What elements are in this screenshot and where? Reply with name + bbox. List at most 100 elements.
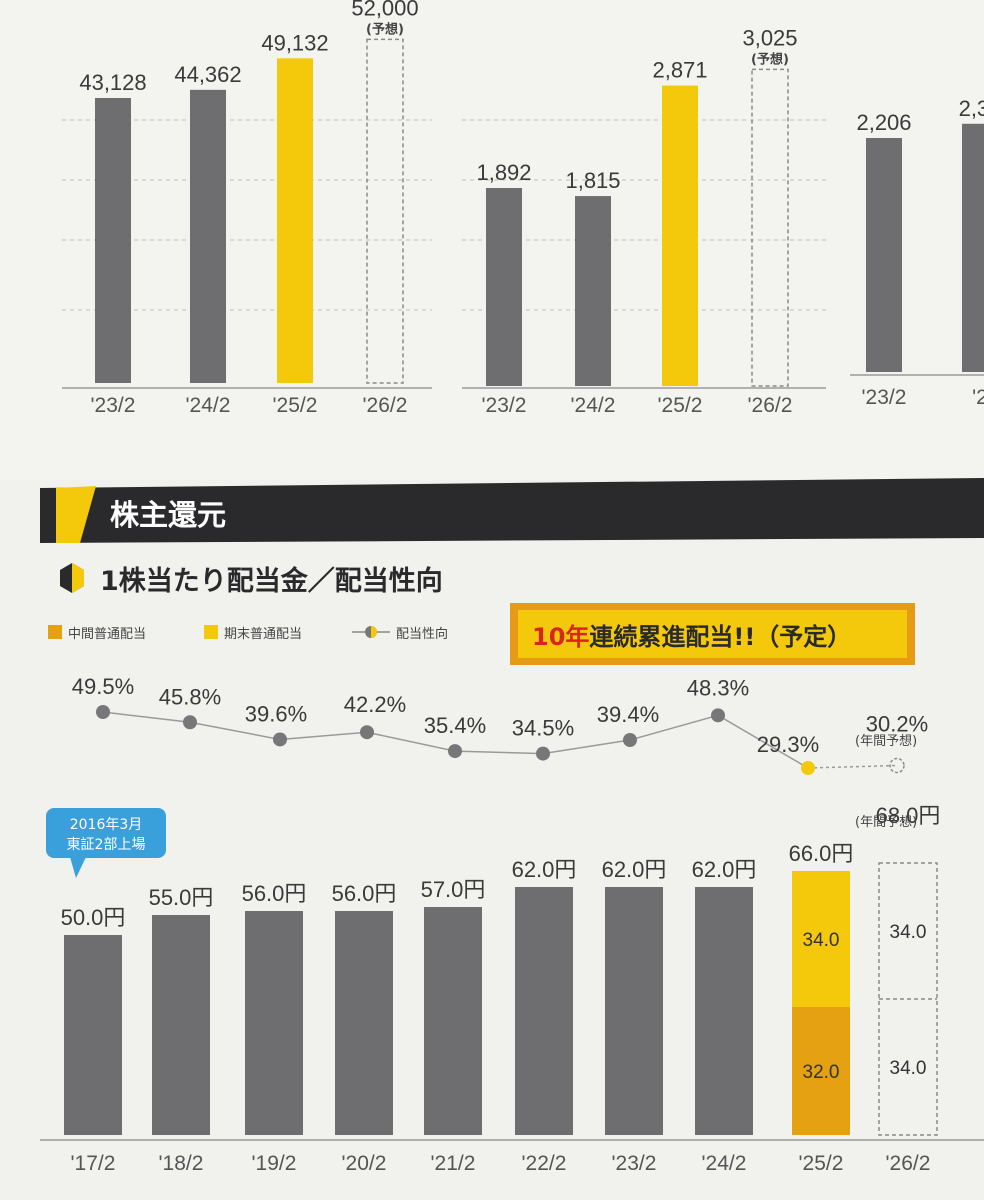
forecast-note: (予想)	[366, 21, 404, 37]
badge-rest: 連続累進配当!!（予定）	[589, 623, 851, 651]
callout-line1: 2016年3月	[70, 817, 143, 833]
bar-value-label: 2,871	[652, 58, 707, 83]
payout-forecast-line	[807, 764, 898, 769]
payout-point	[801, 761, 815, 775]
legend-interim-swatch	[48, 625, 62, 639]
payout-point-forecast	[889, 757, 905, 774]
chart-subtitle: 1株当たり配当金／配当性向	[100, 565, 443, 597]
dividend-total-label: 57.0円	[421, 877, 486, 902]
x-tick-label: '18/2	[159, 1152, 204, 1175]
bar-value-label: 3,025	[742, 25, 797, 50]
bar	[486, 188, 522, 386]
x-tick-label: '26/2	[363, 394, 408, 417]
subtitle-row: 1株当たり配当金／配当性向	[60, 563, 443, 597]
dividend-total-label: 62.0円	[602, 857, 667, 882]
badge-fill	[518, 610, 907, 658]
dividend-total-label: 56.0円	[242, 881, 307, 906]
payout-label: 39.4%	[597, 702, 659, 727]
dividend-bar	[695, 887, 753, 1135]
dividend-total-label: 68.0円	[876, 803, 941, 828]
bar	[962, 123, 984, 372]
payout-point	[448, 744, 462, 759]
bar-value-label: 43,128	[79, 70, 146, 95]
header-accent	[56, 486, 96, 543]
bar	[866, 138, 902, 372]
callout-box	[46, 808, 166, 858]
bar	[277, 58, 313, 383]
legend-final-label: 期末普通配当	[224, 627, 302, 642]
x-tick-label: '20/2	[342, 1152, 387, 1175]
callout-pointer	[70, 857, 86, 878]
bar-value-label: 44,362	[174, 62, 241, 87]
payout-label: 39.6%	[245, 701, 307, 726]
profit-chart: 1,892 1,815 2,871 3,025(予想) '23/2 '24/2 '25/2…	[462, 25, 826, 417]
payout-forecast-note: (年間予想)	[855, 733, 917, 749]
dividend-total-label: 62.0円	[512, 857, 577, 882]
dividend-bar	[152, 915, 210, 1135]
bar-forecast	[366, 38, 404, 384]
x-tick-label: '25/2	[658, 394, 703, 417]
x-tick-label: '24/2	[702, 1152, 747, 1175]
legend-payout-label: 配当性向	[396, 626, 448, 642]
legend-interim-label: 中間普通配当	[68, 627, 146, 642]
dividend-total-label: 62.0円	[692, 857, 757, 882]
x-tick-label: '24/2	[186, 394, 231, 417]
bar-forecast	[751, 68, 789, 387]
dividend-bar-interim	[792, 1007, 850, 1135]
payout-label: 34.5%	[512, 716, 574, 741]
dividend-bar	[64, 935, 122, 1135]
legend-payout-marker-half	[371, 626, 377, 638]
dividend-bar	[605, 887, 663, 1135]
listing-callout: 2016年3月 東証2部上場	[46, 808, 166, 878]
badge-prefix: 10年	[532, 623, 589, 651]
payout-label: 42.2%	[344, 692, 406, 717]
payout-point	[536, 746, 550, 761]
dividend-total-label: 50.0円	[61, 905, 126, 930]
x-tick-label: '17/2	[71, 1152, 116, 1175]
payout-label: 29.3%	[757, 732, 819, 757]
bar-value-label: 49,132	[261, 30, 328, 55]
bar-value-label: 1,815	[565, 168, 620, 193]
dividend-bar	[424, 907, 482, 1135]
forecast-note: (予想)	[751, 51, 789, 67]
interim-segment-label: 32.0	[803, 1062, 840, 1083]
dividend-total-label: 66.0円	[789, 841, 854, 866]
bar-value-label: 1,892	[476, 160, 531, 185]
sales-chart: 43,128 44,362 49,132 52,000(予想) '23/2 '24/2 '…	[62, 0, 432, 417]
payout-ratio-chart: 49.5% 45.8% 39.6% 42.2% 35.4% 34.5% 39.4% 48.3%…	[72, 674, 928, 775]
final-segment-label: 34.0	[890, 922, 927, 943]
bar-value-label: 2,34	[959, 96, 984, 121]
payout-point	[183, 715, 197, 730]
payout-label: 30.2%	[866, 712, 928, 737]
payout-label: 45.8%	[159, 684, 221, 709]
x-tick-label: '23/2	[612, 1152, 657, 1175]
payout-label: 49.5%	[72, 674, 134, 699]
x-tick-label: '23/2	[862, 386, 907, 409]
bar-value-label: 52,000	[351, 0, 418, 20]
dividend-bar	[245, 911, 303, 1135]
x-tick-label: '26/2	[748, 394, 793, 417]
partial-chart: 2,206 2,34 '23/2 '2	[850, 96, 984, 409]
x-tick-label: '22/2	[522, 1152, 567, 1175]
legend: 中間普通配当 期末普通配当 配当性向	[48, 625, 448, 642]
bar	[190, 89, 226, 384]
bar	[95, 98, 131, 383]
x-tick-label: '25/2	[273, 394, 318, 417]
header-band	[40, 478, 984, 543]
sales-gridlines	[62, 119, 432, 311]
x-tick-label: '19/2	[252, 1152, 297, 1175]
x-tick-label: '23/2	[91, 394, 136, 417]
section-title: 株主還元	[110, 498, 226, 532]
payout-point	[96, 705, 110, 719]
payout-point	[711, 708, 725, 723]
x-tick-label: '23/2	[482, 394, 527, 417]
dividend-total-label: 55.0円	[149, 885, 214, 910]
badge-text: 10年連続累進配当!!（予定）	[532, 623, 851, 651]
dividend-total-label: 56.0円	[332, 881, 397, 906]
bar	[575, 196, 611, 386]
x-tick-label: '2	[972, 386, 984, 409]
payout-point	[273, 732, 287, 747]
hexagon-icon-accent	[72, 563, 84, 593]
streak-badge: 10年連続累進配当!!（予定）	[510, 603, 915, 665]
x-tick-label: '26/2	[886, 1152, 931, 1175]
